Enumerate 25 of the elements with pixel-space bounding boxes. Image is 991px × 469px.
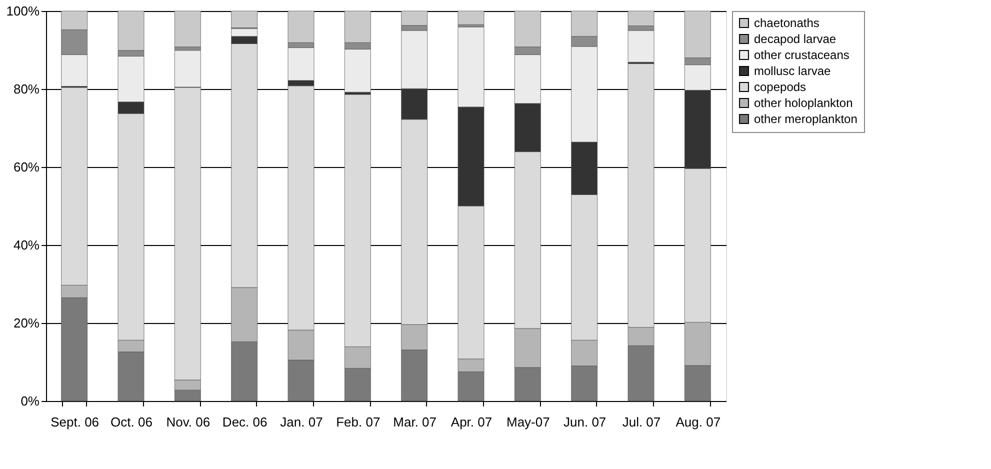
x-tick-label: Jan. 07 (280, 414, 323, 430)
x-tick-label: Jun. 07 (564, 414, 606, 430)
x-tick-label: Jul. 07 (622, 414, 661, 430)
x-tick-label: Dec. 06 (222, 414, 268, 430)
legend-label: other meroplankton (754, 112, 858, 126)
x-tick-label: Aug. 07 (676, 414, 721, 430)
x-tick-label: May-07 (506, 414, 550, 430)
legend-label: decapod larvae (754, 32, 836, 46)
y-tick-label: 100% (6, 4, 40, 18)
x-tick-label: Sept. 06 (50, 414, 100, 430)
x-tick-label: Nov. 06 (166, 414, 210, 430)
legend-label: other holoplankton (754, 96, 853, 110)
y-tick-label: 40% (13, 238, 40, 252)
y-tick-label: 80% (13, 82, 40, 96)
legend-label: other crustaceans (754, 48, 850, 62)
legend-label: mollusc larvae (754, 64, 832, 78)
x-tick-label: Feb. 07 (336, 414, 380, 430)
legend-label: copepods (754, 80, 806, 94)
y-tick-label: 20% (13, 316, 40, 330)
x-tick-label: Oct. 06 (110, 414, 152, 430)
y-tick-label: 0% (20, 394, 40, 408)
legend-label: chaetonaths (754, 16, 820, 30)
y-tick-label: 60% (13, 160, 40, 174)
x-tick-label: Mar. 07 (393, 414, 437, 430)
x-tick-label: Apr. 07 (450, 414, 492, 430)
